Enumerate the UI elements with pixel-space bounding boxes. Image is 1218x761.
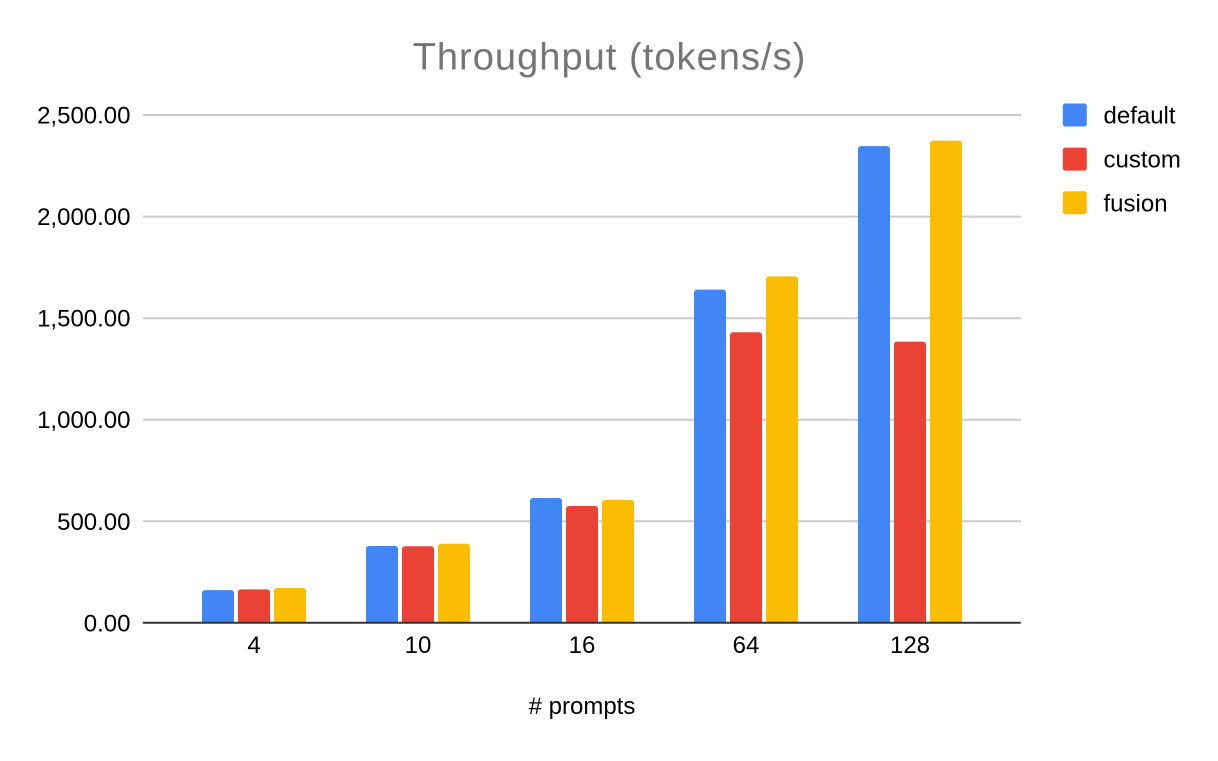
- svg-text:64: 64: [733, 632, 760, 659]
- svg-text:2,500.00: 2,500.00: [37, 103, 130, 130]
- svg-text:custom: custom: [1104, 147, 1181, 174]
- svg-text:1,500.00: 1,500.00: [37, 306, 130, 333]
- svg-text:4: 4: [247, 632, 260, 659]
- svg-text:2,000.00: 2,000.00: [37, 204, 130, 231]
- svg-text:default: default: [1104, 103, 1176, 130]
- svg-text:0.00: 0.00: [84, 610, 131, 637]
- svg-text:Throughput (tokens/s): Throughput (tokens/s): [413, 37, 807, 79]
- svg-text:# prompts: # prompts: [529, 693, 636, 720]
- svg-text:500.00: 500.00: [57, 509, 130, 536]
- svg-text:fusion: fusion: [1104, 190, 1168, 217]
- svg-text:10: 10: [405, 632, 432, 659]
- svg-text:1,000.00: 1,000.00: [37, 407, 130, 434]
- svg-text:128: 128: [890, 632, 930, 659]
- svg-text:16: 16: [569, 632, 596, 659]
